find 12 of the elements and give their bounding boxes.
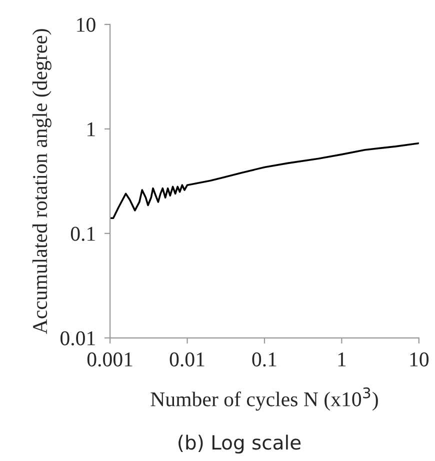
x-tick-label: 0.01	[170, 352, 204, 367]
y-axis-title: Accumulated rotation angle (degree)	[32, 29, 52, 334]
y-tick-label: 1	[88, 122, 95, 136]
y-tick-label: 0.01	[60, 331, 95, 346]
x-axis-title: Number of cycles N (x10$^{3}$)	[150, 387, 378, 411]
y-tick-label: 0.1	[70, 226, 95, 241]
x-tick-label: 10	[410, 352, 429, 366]
x-tick-label: 1	[338, 352, 346, 366]
x-tick-label: 0.1	[252, 352, 276, 367]
y-tick-label: 10	[77, 18, 96, 32]
text: (b) Log scale	[178, 434, 301, 454]
x-tick-label: 0.001	[87, 352, 132, 367]
